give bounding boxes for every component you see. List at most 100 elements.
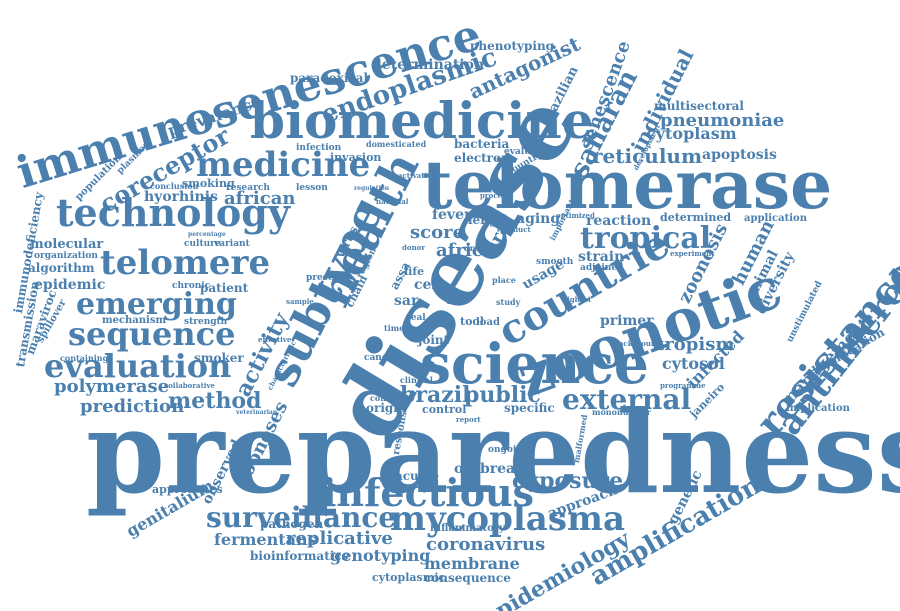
word-score: score [410,222,465,243]
word-length: length [468,213,512,227]
word-public: public [464,382,541,408]
word-approaches: approaches [152,483,223,496]
word-african: african [224,188,296,209]
word-adjoined: adjoined [580,263,624,273]
word-paradoxical: paradoxical [290,71,369,85]
word-molecular: molecular [30,237,104,252]
word-phenotyping: phenotyping [470,39,555,53]
word-hyorhinis: hyorhinis [144,189,218,205]
word-real: real [406,313,426,323]
word-reaction: reaction [586,213,652,229]
word-cell: cell [414,277,443,293]
word-prediction: prediction [80,396,185,417]
word-containing: containing [60,353,109,363]
word-time: time [384,323,405,333]
word-patient: patient [200,281,249,295]
word-sar: sar [394,293,419,309]
word-evaluate: evaluate [504,147,547,157]
word-telomere: telomere [100,243,271,283]
word-outbreak: outbreak [454,461,525,477]
word-culture: culture [184,239,221,249]
word-present: present [306,273,345,283]
word-multisectoral: multisectoral [654,99,744,113]
word-invasion: invasion [330,151,382,164]
word-infectious: infectious [322,470,535,515]
word-telomerase: telomerase [422,146,833,224]
word-polymerase: polymerase [54,376,170,397]
word-application: application [744,213,807,224]
word-smoker: smoker [194,351,244,365]
word-apoptosis: apoptosis [702,147,777,163]
word-africa: africa [436,240,495,261]
word-fever: fever [432,207,472,223]
word-tool: tool [460,315,484,328]
word-national: national [376,197,409,206]
word-bioinformatics: bioinformatics [250,549,349,563]
word-conclusion: conclusion [150,181,199,191]
word-activation: activation [398,171,437,180]
word-technology: technology [56,190,290,235]
word-veterinarian: veterinarian [236,409,278,416]
word-algorithm: algorithm [28,261,95,275]
word-collaborative: collaborative [164,381,215,390]
word-infection: infection [296,143,342,153]
word-variant: variant [214,239,250,249]
word-product: product [500,225,531,234]
word-smooth: smooth [536,257,574,267]
word-cancer: cancer [364,353,398,363]
word-effective: effective [258,335,292,344]
word-method: method [168,388,262,414]
word-surveillance: surveillance [206,501,397,534]
word-external: external [562,383,692,416]
word-control: control [422,403,467,416]
word-place: place [492,275,516,285]
word-chronic: chronic [172,281,211,291]
word-context: context [370,393,404,403]
word-implication: implication [786,403,850,414]
word-mononuclear: mononuclear [592,407,651,417]
word-tropical: tropical [580,221,712,256]
word-pneumoniae: pneumoniae [660,110,785,131]
word-exposure: exposure [512,468,624,494]
word-coronavirus: coronavirus [426,534,546,555]
word-primer: primer [600,313,654,329]
word-report: report [456,415,481,424]
word-lesson: lesson [296,183,328,193]
word-organization: organization [34,251,98,261]
word-donor: donor [402,243,426,252]
word-inflammatory: inflammatory [430,523,505,534]
word-sample: sample [286,297,314,306]
word-ongoing: ongoing [488,445,530,455]
word-clinical: clinical [400,375,433,385]
word-strength: strength [184,317,228,327]
word-strain: strain [578,249,625,265]
word-background: background [614,339,661,348]
word-mechanism: mechanism [102,315,167,326]
word-preparedness: preparedness [86,386,900,519]
word-programme: programme [660,381,706,390]
word-tropism: tropism [656,334,735,355]
word-sequence: sequence [68,315,236,353]
word-bacteria: bacteria [454,137,510,151]
word-brazil: brazil [400,382,471,408]
word-reticulum: reticulum [592,144,703,168]
word-determination: determination [372,57,485,73]
word-cytoplasmic: cytoplasmic [372,571,446,584]
word-replicative: replicative [286,528,393,549]
word-cytosol: cytosol [662,354,725,373]
word-joint: joint [418,333,450,347]
word-emerging: emerging [76,287,237,322]
word-specific: specific [504,401,555,415]
word-smoking: smoking [182,177,235,190]
word-process: process [480,191,510,200]
word-membrane: membrane [424,554,520,573]
word-origin: origin [366,401,407,415]
word-user: user [446,297,469,307]
word-fermentans: fermentans [214,530,317,549]
word-evaluation: evaluation [44,347,232,385]
word-highest: highest [562,295,592,304]
word-aging: aging [516,211,561,227]
word-science: science [420,331,649,396]
word-regulation: regulation [354,185,390,192]
